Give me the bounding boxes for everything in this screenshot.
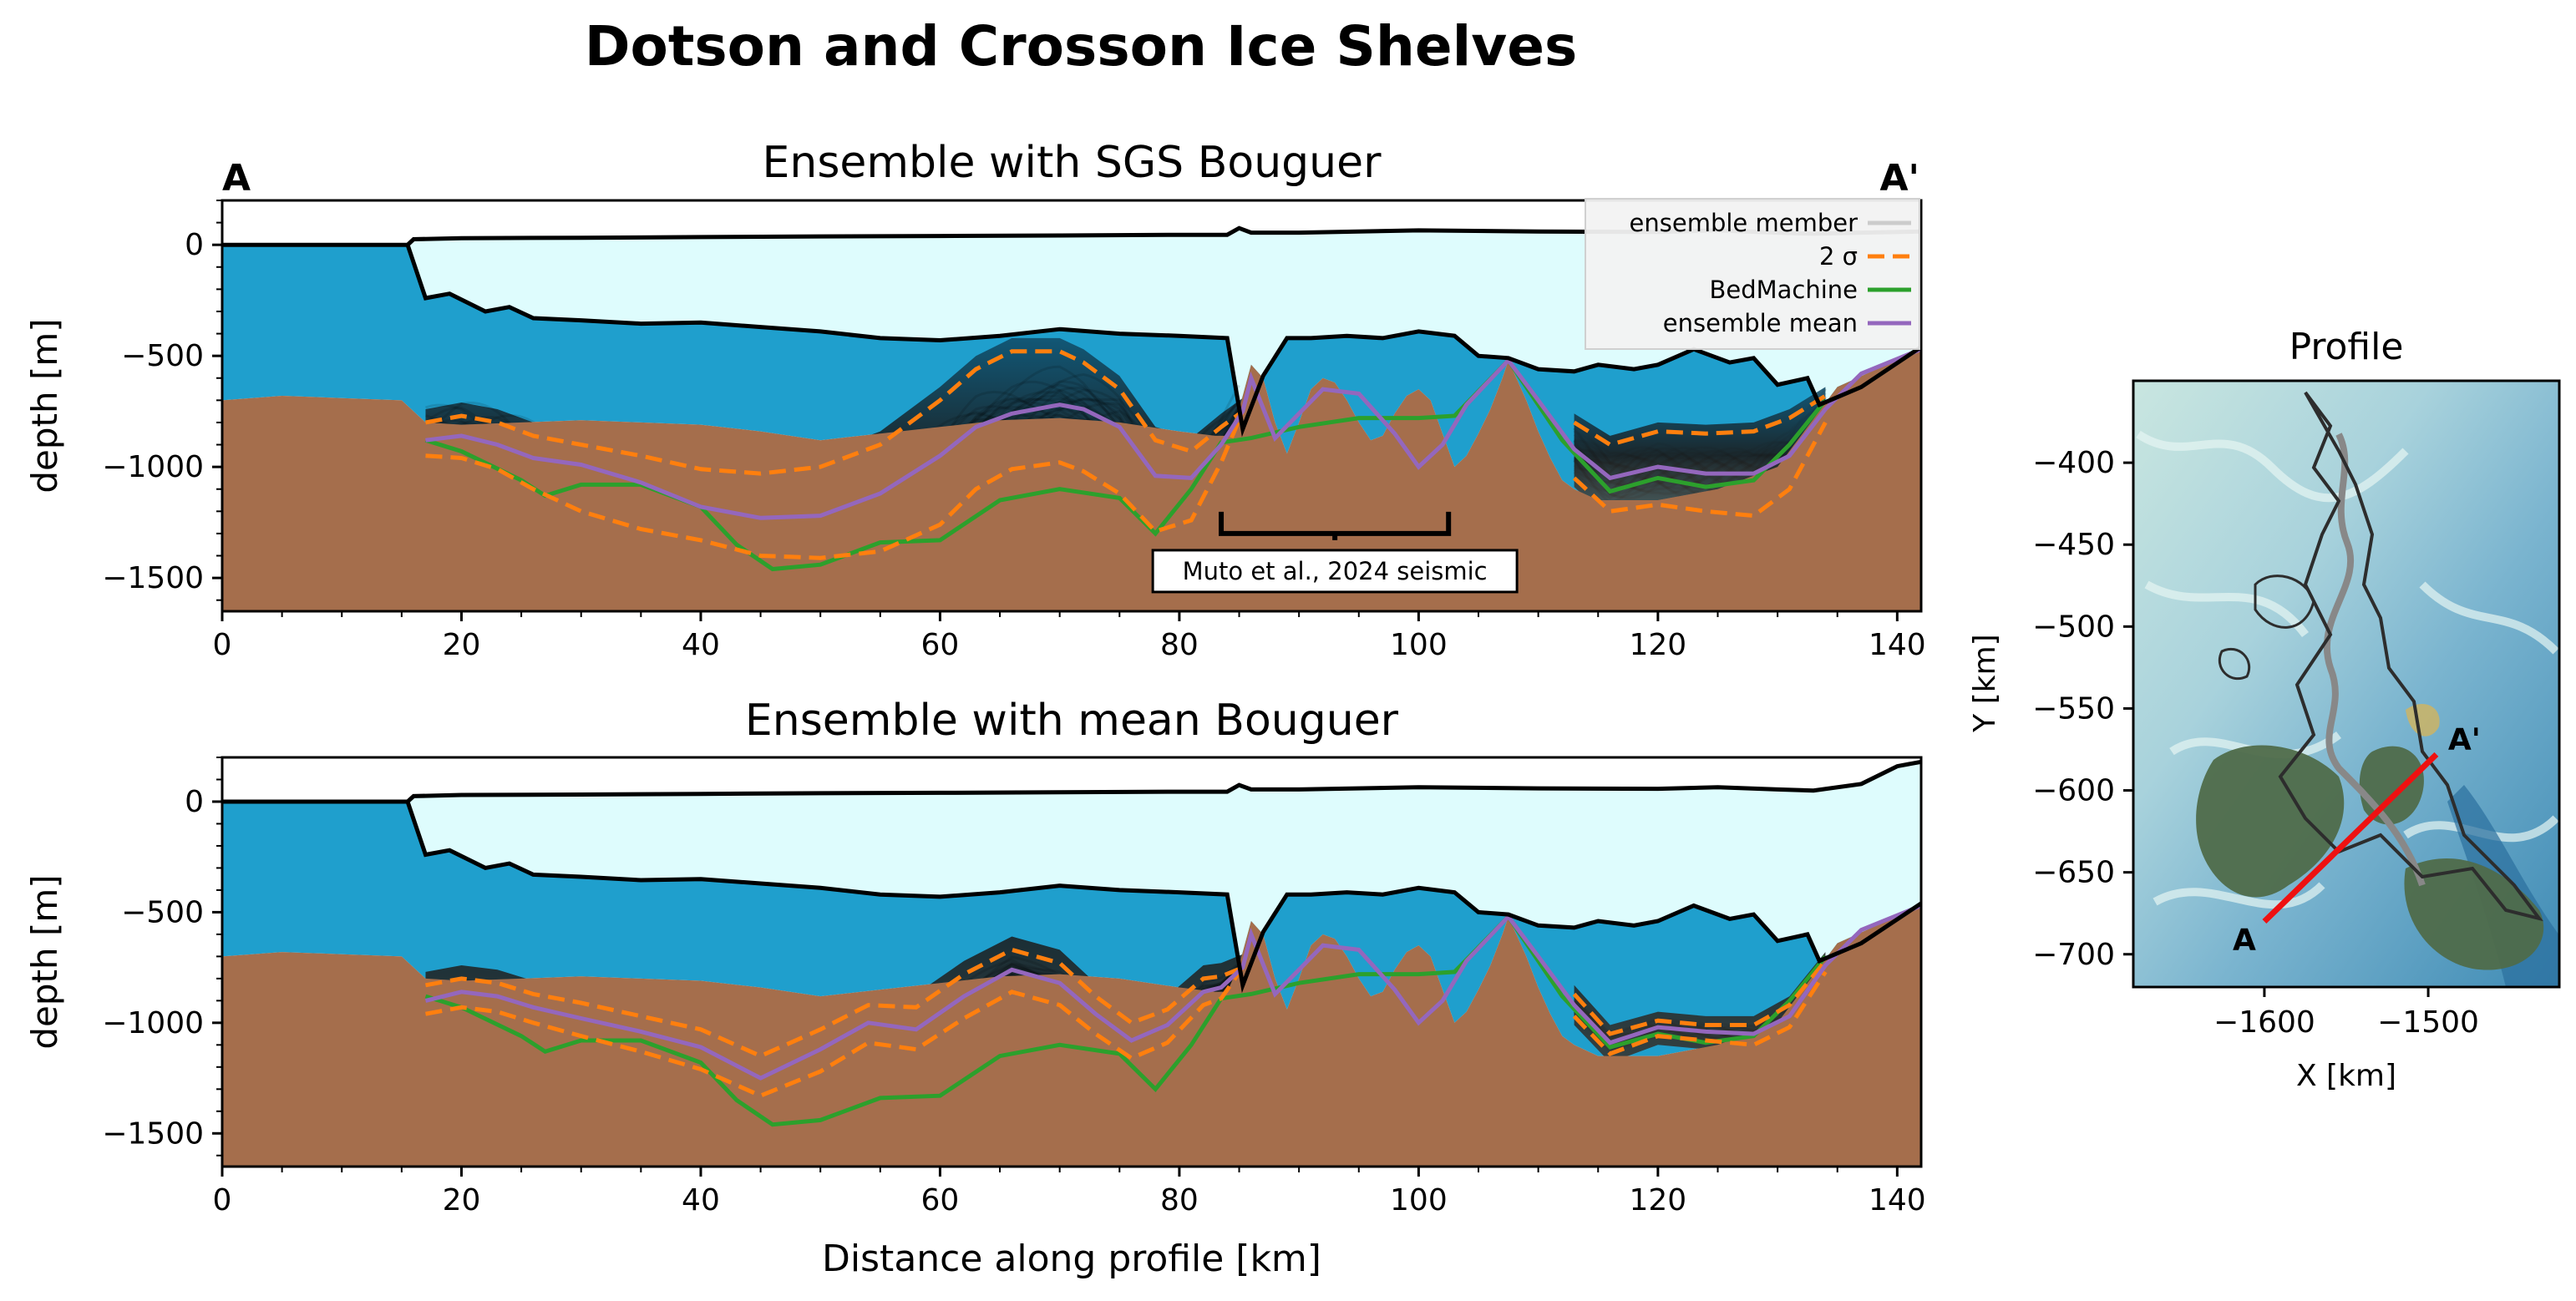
map-frame xyxy=(2132,379,2561,989)
map-y-tick-label: −400 xyxy=(2032,446,2115,480)
x-tick-label: 80 xyxy=(1160,1183,1199,1217)
panel-profile-map: Profile A A' −1600 −1500 −400 −450 −500 −550… xyxy=(1968,326,2561,1093)
seismic-annotation: Muto et al., 2024 seismic xyxy=(1151,511,1519,594)
x-tick-label: 80 xyxy=(1160,628,1199,662)
air-fill xyxy=(222,757,1921,802)
panel2-title: Ensemble with mean Bouguer xyxy=(745,696,1399,746)
ice-base-line xyxy=(405,244,1921,438)
air-fill xyxy=(222,200,1921,246)
x-tick-label: 60 xyxy=(921,1183,960,1217)
x-tick-label: 20 xyxy=(443,1183,481,1217)
x-tick-label: 40 xyxy=(682,628,720,662)
sigma-upper-east-line xyxy=(1573,393,1827,448)
map-grounded-island-3 xyxy=(2404,858,2544,970)
map-grounding-line xyxy=(2323,433,2426,887)
x-tick-label: 20 xyxy=(443,628,481,662)
x-tick-label: 100 xyxy=(1390,1183,1448,1217)
map-y-tick-label: −450 xyxy=(2032,528,2115,562)
x-tick-label: 120 xyxy=(1630,1183,1687,1217)
x-tick-label: 40 xyxy=(682,1183,720,1217)
y-tick-label: −1500 xyxy=(102,1116,204,1151)
map-y-tick-label: −700 xyxy=(2032,938,2115,972)
seismic-label: Muto et al., 2024 seismic xyxy=(1183,557,1488,585)
panel2-y-ticks: 0 −500 −1000 −1500 xyxy=(102,757,222,1157)
map-ice-front-outline xyxy=(2278,391,2543,922)
x-tick-label: 60 xyxy=(921,628,960,662)
water-fill xyxy=(222,802,1921,1056)
panel2-x-ticks: 0 20 40 60 80 100 120 140 xyxy=(213,1167,1926,1217)
sigma-upper-east-line xyxy=(1572,959,1828,1036)
map-ylabel: Y [km] xyxy=(1968,634,2002,732)
map-y-tick-label: −650 xyxy=(2032,856,2115,890)
map-grounded-island-1 xyxy=(2196,745,2345,898)
x-tick-label: 120 xyxy=(1630,628,1687,662)
map-shelf-outline-2 xyxy=(2218,575,2315,681)
sigma-upper-line xyxy=(425,947,1244,1059)
legend-label-ensemble-mean: ensemble mean xyxy=(1663,309,1858,337)
seismic-label-box xyxy=(1151,549,1519,594)
y-tick-label: −500 xyxy=(121,895,204,929)
panel-mean-bouguer: Ensemble with mean Bouguer 0 20 40 60 80 100 1… xyxy=(24,696,1926,1280)
figure-title: Dotson and Crosson Ice Shelves xyxy=(585,14,1578,78)
x-tick-label: 0 xyxy=(213,628,232,662)
map-x-tick-label: −1500 xyxy=(2377,1005,2479,1040)
panel1-title: Ensemble with SGS Bouguer xyxy=(763,138,1382,188)
sigma-lower-line xyxy=(425,410,1245,560)
map-y-tick-label: −600 xyxy=(2032,774,2115,808)
y-tick-label: −1500 xyxy=(102,561,204,595)
legend-label-2-sigma: 2 σ xyxy=(1819,242,1858,271)
panel1-frame xyxy=(221,199,1923,613)
ice-surface-line xyxy=(222,759,1921,804)
map-y-tick-label: −500 xyxy=(2032,610,2115,644)
profile-end-label: A' xyxy=(2448,722,2481,757)
y-tick-label: 0 xyxy=(185,228,204,262)
panel-sgs-bouguer: Ensemble with SGS Bouguer A A' Muto et a… xyxy=(24,138,1926,662)
corner-label-a: A xyxy=(222,157,251,200)
map-xlabel: X [km] xyxy=(2296,1059,2396,1093)
legend-label-ensemble-member: ensemble member xyxy=(1630,209,1858,237)
y-tick-label: 0 xyxy=(185,785,204,819)
map-title: Profile xyxy=(2289,326,2404,368)
x-tick-label: 140 xyxy=(1869,628,1926,662)
ensemble-mean-line xyxy=(424,904,1921,1081)
y-tick-label: −500 xyxy=(121,339,204,373)
bedmachine-line xyxy=(424,913,1828,1127)
map-y-ticks: −400 −450 −500 −550 −600 −650 −700 xyxy=(2032,446,2133,972)
profile-line xyxy=(2262,752,2439,924)
panel1-x-ticks: 0 20 40 60 80 100 120 140 xyxy=(213,611,1926,662)
ice-base-line xyxy=(405,801,1921,994)
legend-box xyxy=(1585,198,1920,350)
panel2-ylabel: depth [m] xyxy=(24,874,65,1049)
bed-fill xyxy=(222,905,1921,1167)
y-tick-label: −1000 xyxy=(102,450,204,484)
map-x-ticks: −1600 −1500 xyxy=(2213,987,2479,1040)
map-x-tick-label: −1600 xyxy=(2213,1005,2315,1040)
corner-label-a-prime: A' xyxy=(1879,157,1919,200)
panel2-xlabel: Distance along profile [km] xyxy=(822,1238,1321,1280)
x-tick-label: 100 xyxy=(1390,628,1448,662)
sigma-lower-east-line xyxy=(1572,970,1828,1056)
panel2-frame xyxy=(221,756,1923,1168)
x-tick-label: 0 xyxy=(213,1183,232,1217)
profile-start-label: A xyxy=(2233,924,2256,958)
panel1-ylabel: depth [m] xyxy=(24,318,65,493)
bed-fill xyxy=(222,349,1921,611)
seismic-bracket xyxy=(1219,511,1452,540)
ensemble-mean-line xyxy=(425,347,1921,520)
legend: ensemble member 2 σ BedMachine ensemble … xyxy=(1585,198,1920,350)
ice-shelf-fill xyxy=(222,762,1921,985)
sigma-upper-line xyxy=(425,349,1245,476)
map-y-tick-label: −550 xyxy=(2032,691,2115,726)
panel1-y-ticks: 0 −500 −1000 −1500 xyxy=(102,200,222,601)
legend-label-bedmachine: BedMachine xyxy=(1709,276,1858,304)
x-tick-label: 140 xyxy=(1869,1183,1926,1217)
sigma-lower-east-line xyxy=(1572,421,1828,519)
y-tick-label: −1000 xyxy=(102,1006,204,1040)
